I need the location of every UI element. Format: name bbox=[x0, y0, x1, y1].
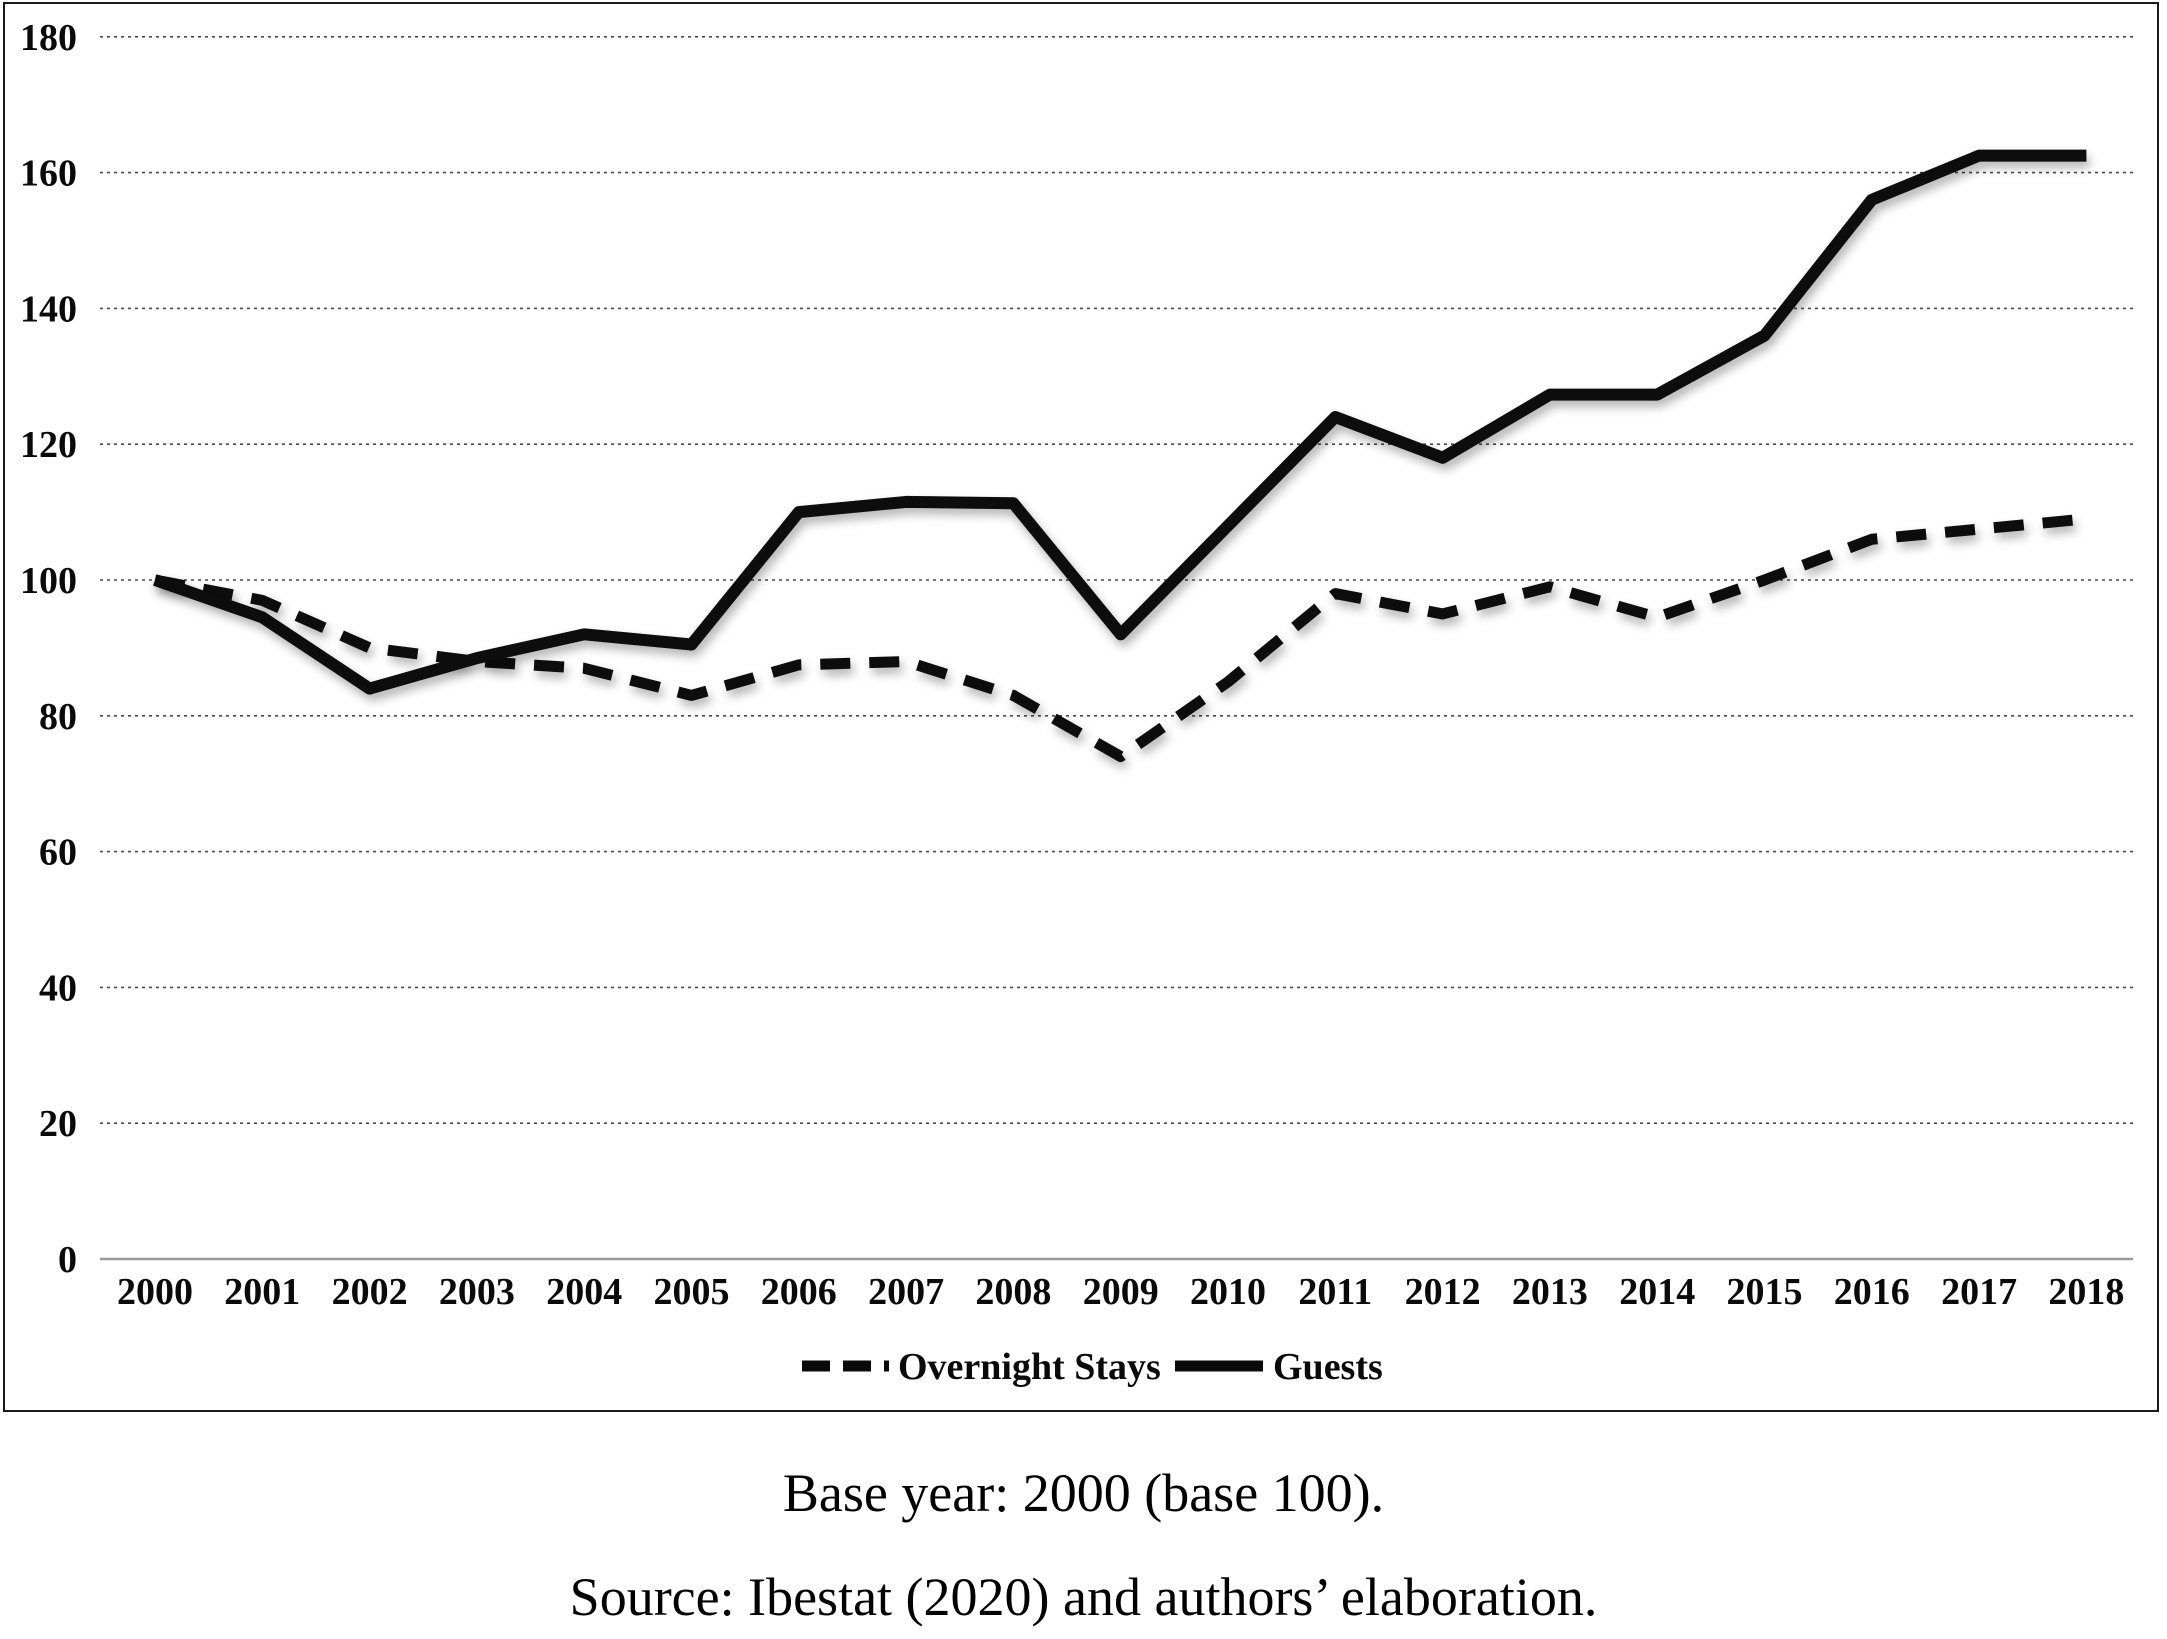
x-tick-label: 2017 bbox=[1941, 1271, 2017, 1313]
caption-base-year: Base year: 2000 (base 100). bbox=[782, 1463, 1385, 1523]
caption-source: Source: Ibestat (2020) and authors’ elab… bbox=[569, 1567, 1598, 1627]
x-tick-label: 2011 bbox=[1298, 1271, 1372, 1313]
x-tick-label: 2008 bbox=[975, 1271, 1051, 1313]
y-tick-label: 100 bbox=[20, 560, 77, 602]
x-tick-label: 2010 bbox=[1190, 1271, 1266, 1313]
y-tick-label: 60 bbox=[39, 832, 77, 874]
x-tick-label: 2018 bbox=[2048, 1271, 2124, 1313]
x-tick-label: 2000 bbox=[117, 1271, 193, 1313]
x-tick-label: 2005 bbox=[654, 1271, 730, 1313]
legend: Overnight Stays Guests bbox=[802, 1346, 1383, 1388]
x-tick-label: 2004 bbox=[546, 1271, 622, 1313]
y-tick-label: 20 bbox=[39, 1103, 77, 1145]
overnight-stays-line bbox=[153, 513, 2087, 763]
x-tick-label: 2009 bbox=[1083, 1271, 1159, 1313]
x-tick-label: 2014 bbox=[1619, 1271, 1695, 1313]
y-tick-label: 160 bbox=[20, 153, 77, 195]
x-tick-label: 2007 bbox=[868, 1271, 944, 1313]
series-lines bbox=[153, 149, 2087, 763]
guests-line bbox=[153, 149, 2087, 695]
y-tick-label: 80 bbox=[39, 696, 77, 738]
x-tick-label: 2006 bbox=[761, 1271, 837, 1313]
y-axis-tick-labels: 0 20 40 60 80 100 120 140 160 180 bbox=[20, 17, 77, 1281]
y-tick-label: 180 bbox=[20, 17, 77, 59]
x-tick-label: 2013 bbox=[1512, 1271, 1588, 1313]
gridlines bbox=[100, 35, 2133, 1261]
x-tick-label: 2003 bbox=[439, 1271, 515, 1313]
chart-frame: 0 20 40 60 80 100 120 140 160 180 2000 2001 2002 200… bbox=[3, 2, 2159, 1412]
x-tick-label: 2001 bbox=[224, 1271, 300, 1313]
legend-label-guests: Guests bbox=[1273, 1346, 1383, 1388]
caption-block: Base year: 2000 (base 100). Source: Ibes… bbox=[0, 1462, 2167, 1639]
y-tick-label: 120 bbox=[20, 424, 77, 466]
x-axis-tick-labels: 2000 2001 2002 2003 2004 2005 2006 2007 2008 2009… bbox=[117, 1271, 2124, 1313]
x-tick-label: 2015 bbox=[1727, 1271, 1803, 1313]
x-tick-label: 2012 bbox=[1405, 1271, 1481, 1313]
y-tick-label: 40 bbox=[39, 967, 77, 1009]
y-tick-label: 0 bbox=[58, 1239, 77, 1281]
x-tick-label: 2016 bbox=[1834, 1271, 1910, 1313]
legend-label-overnight-stays: Overnight Stays bbox=[898, 1346, 1161, 1388]
x-tick-label: 2002 bbox=[332, 1271, 408, 1313]
y-tick-label: 140 bbox=[20, 288, 77, 330]
